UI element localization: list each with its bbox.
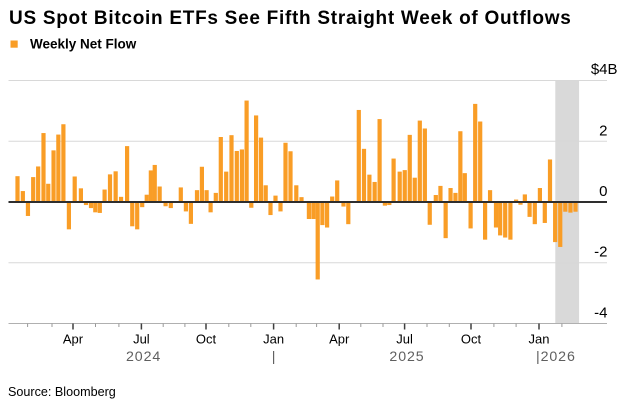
svg-text:0: 0 — [599, 183, 607, 200]
svg-text:Jan: Jan — [263, 332, 284, 347]
svg-text:-2: -2 — [594, 244, 607, 261]
svg-text:B: B — [608, 61, 618, 78]
svg-text:Source: Bloomberg: Source: Bloomberg — [8, 385, 116, 399]
svg-text:Jul: Jul — [396, 332, 413, 347]
svg-text:|: | — [272, 349, 276, 365]
svg-text:Jan: Jan — [529, 332, 550, 347]
svg-text:Apr: Apr — [63, 332, 84, 347]
svg-text:Oct: Oct — [461, 332, 482, 347]
svg-text:US Spot Bitcoin ETFs See Fifth: US Spot Bitcoin ETFs See Fifth Straight … — [9, 8, 572, 29]
svg-text:2: 2 — [599, 123, 607, 140]
svg-text:2025: 2025 — [389, 349, 424, 365]
svg-text:Weekly Net Flow: Weekly Net Flow — [30, 37, 137, 52]
svg-text:Oct: Oct — [196, 332, 217, 347]
svg-text:$4: $4 — [591, 61, 608, 78]
svg-text:-4: -4 — [594, 305, 607, 322]
svg-text:2024: 2024 — [126, 349, 161, 365]
svg-text:Jul: Jul — [133, 332, 150, 347]
svg-text:Apr: Apr — [329, 332, 350, 347]
svg-text:|2026: |2026 — [536, 349, 576, 365]
